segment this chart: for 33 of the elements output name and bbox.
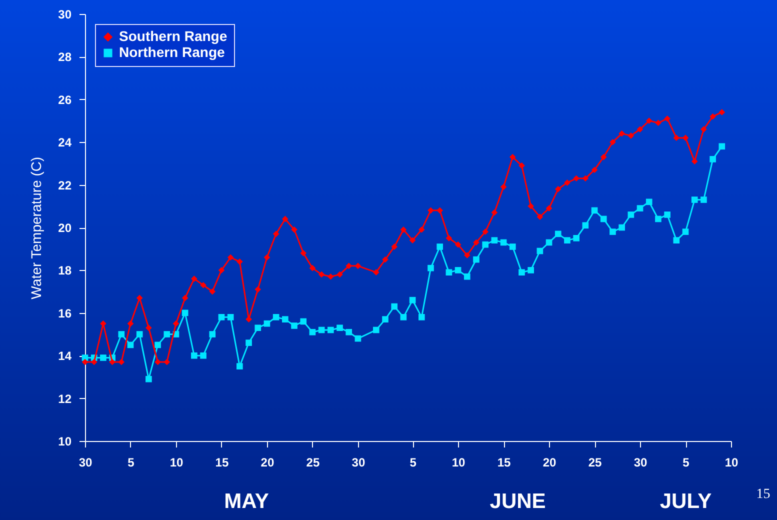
x-tick-label: 10 <box>170 456 184 470</box>
x-tick-label: 20 <box>260 456 274 470</box>
y-tick-label: 16 <box>58 306 72 320</box>
legend-label: Southern Range <box>119 28 228 44</box>
text: MAY <box>224 490 269 514</box>
x-tick-label: 25 <box>306 456 320 470</box>
x-tick-label: 10 <box>452 456 466 470</box>
x-tick-label: 5 <box>128 456 135 470</box>
y-tick-label: 22 <box>58 178 72 192</box>
x-tick-label: 30 <box>78 456 92 470</box>
x-tick-label: 10 <box>724 456 738 470</box>
y-tick-label: 28 <box>58 50 72 64</box>
x-tick-label: 5 <box>682 456 690 470</box>
y-tick-label: 14 <box>58 349 72 364</box>
y-tick-label: 10 <box>58 434 72 448</box>
y-tick-label: 12 <box>58 392 72 406</box>
legend-label: Northern Range <box>119 44 225 60</box>
x-tick-label: 5 <box>410 456 417 470</box>
text: 15 <box>756 487 770 503</box>
x-tick-label: 15 <box>497 456 512 470</box>
x-tick-label: 15 <box>215 456 229 470</box>
x-tick-label: 30 <box>634 456 648 470</box>
x-tick-label: 25 <box>588 456 602 470</box>
y-tick-label: 20 <box>58 221 72 235</box>
x-tick-label: 20 <box>542 456 557 470</box>
x-tick-label: 30 <box>352 456 366 470</box>
text: JULY <box>660 490 712 514</box>
y-tick-label: 24 <box>58 136 72 150</box>
text: JUNE <box>490 490 546 514</box>
y-axis-title: Water Temperature (C) <box>28 156 44 300</box>
y-tick-label: 30 <box>58 8 72 22</box>
y-tick-label: 18 <box>58 264 72 278</box>
y-tick-label: 26 <box>58 92 72 107</box>
